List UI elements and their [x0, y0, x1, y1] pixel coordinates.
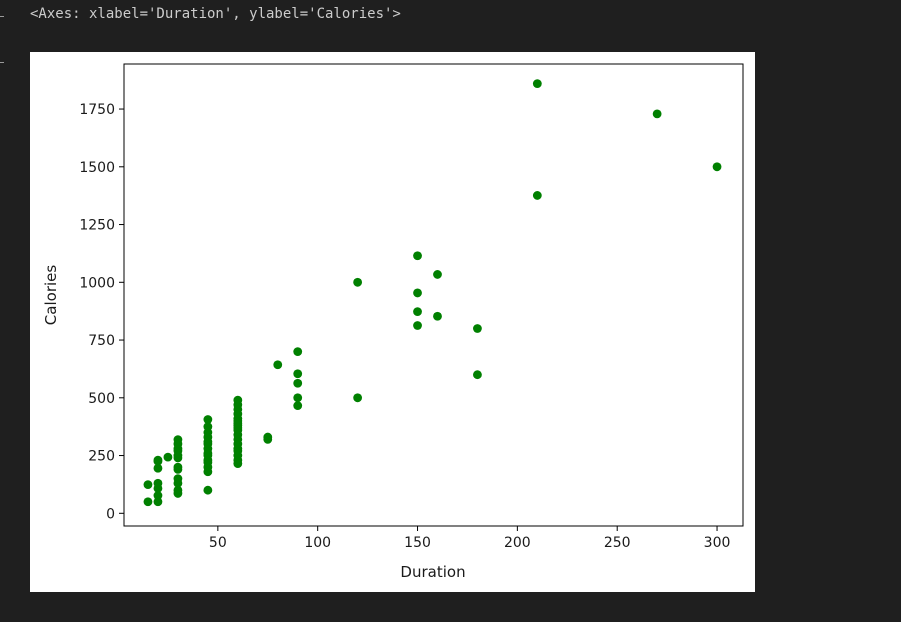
data-point [173, 435, 183, 445]
y-tick-label: 1250 [79, 218, 115, 234]
scatter-chart: 50 100 150 200 250 300 0 250 500 750 1000 1250 1500… [42, 63, 744, 581]
data-point [652, 109, 662, 119]
data-point [153, 455, 163, 465]
data-point [203, 485, 213, 495]
x-tick-label: 150 [404, 535, 431, 551]
y-tick-label: 1000 [79, 275, 115, 291]
data-point [143, 480, 153, 490]
plot-figure: 50 100 150 200 250 300 0 250 500 750 1000 1250 1500… [30, 52, 755, 592]
data-point [293, 378, 303, 388]
output-repr-text: <Axes: xlabel='Duration', ylabel='Calori… [30, 6, 401, 22]
data-point [473, 324, 482, 333]
y-tick-label: 500 [88, 391, 115, 407]
x-axis-label: Duration [400, 563, 465, 581]
x-tick-label: 50 [209, 535, 227, 551]
data-point [143, 497, 153, 507]
data-point [173, 485, 183, 495]
y-axis-ticks: 0 250 500 750 1000 1250 1500 1750 [79, 102, 124, 522]
data-point [293, 401, 303, 411]
x-tick-label: 250 [604, 535, 631, 551]
axes-frame [123, 63, 744, 527]
data-point [413, 321, 422, 330]
y-tick-label: 250 [88, 449, 115, 465]
data-point [173, 474, 183, 484]
x-tick-label: 100 [304, 535, 331, 551]
gutter-mark-output [0, 62, 4, 63]
scatter-points [143, 79, 722, 507]
data-point [203, 458, 213, 467]
data-point [413, 288, 422, 298]
data-point [233, 395, 243, 405]
y-tick-label: 750 [88, 333, 115, 349]
data-point [532, 79, 542, 89]
data-point [153, 478, 163, 488]
data-point [163, 452, 173, 462]
data-point [273, 360, 283, 370]
data-point [153, 491, 163, 500]
data-point [293, 347, 303, 356]
data-point [353, 277, 363, 287]
y-tick-label: 1750 [79, 102, 115, 118]
x-axis-ticks: 50 100 150 200 250 300 [209, 526, 730, 551]
gutter-mark-top [0, 16, 4, 17]
data-point [293, 393, 303, 403]
data-point [263, 432, 273, 442]
data-point [203, 415, 213, 424]
data-point [153, 463, 163, 473]
y-tick-label: 1500 [79, 160, 115, 176]
data-point [153, 497, 163, 507]
data-point [203, 422, 213, 432]
data-point [532, 191, 542, 200]
data-point [233, 418, 243, 428]
x-tick-label: 300 [704, 535, 731, 551]
x-tick-label: 200 [504, 535, 531, 551]
y-axis-label: Calories [42, 265, 60, 326]
data-point [433, 270, 442, 279]
data-point [353, 393, 363, 403]
data-point [413, 307, 422, 317]
data-point [473, 370, 482, 380]
data-point [173, 462, 183, 472]
data-point [413, 251, 422, 261]
data-point [293, 369, 303, 379]
y-tick-label: 0 [106, 506, 115, 522]
data-point [712, 162, 722, 172]
data-point [433, 311, 442, 321]
